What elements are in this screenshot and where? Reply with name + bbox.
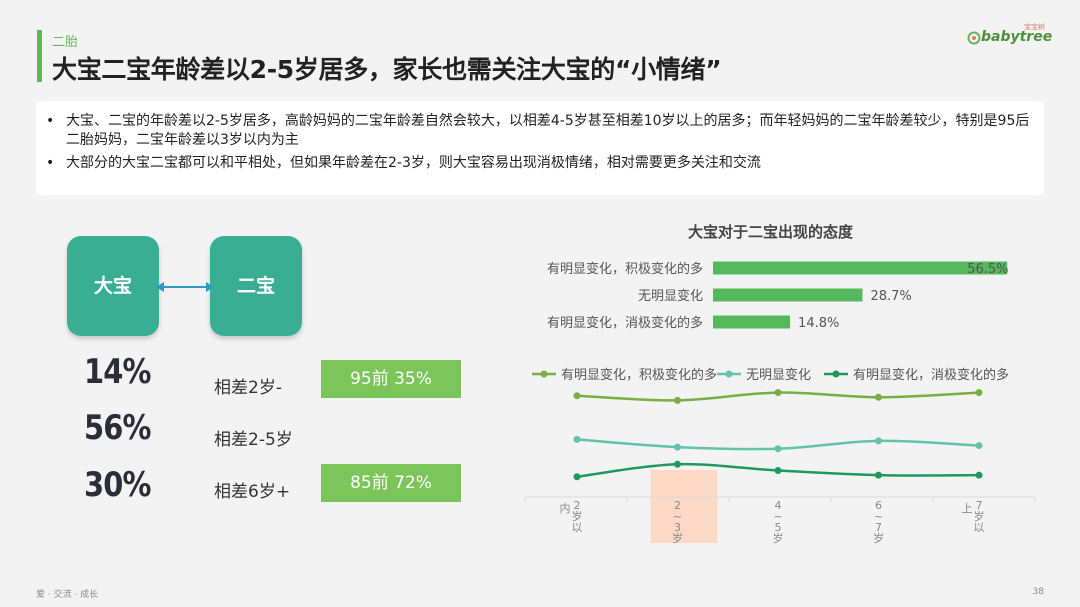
- logo-icon: [967, 31, 981, 45]
- x-tick-label: 2: [674, 499, 681, 512]
- x-tick-label: 以: [974, 521, 985, 534]
- x-tick-label: ~: [773, 510, 782, 523]
- legend-label: 无明显变化: [746, 367, 811, 383]
- summary-box: 大宝、二宝的年龄差以2-5岁居多，高龄妈妈的二宝年龄差自然会较大，以相差4-5岁…: [36, 101, 1044, 195]
- bar-value-label: 14.8%: [798, 316, 839, 331]
- section-label: 二胎: [52, 35, 79, 50]
- x-tick-label: ~: [673, 510, 682, 523]
- bar-category-label: 有明显变化，积极变化的多: [547, 261, 703, 277]
- data-point: [975, 471, 983, 479]
- legend-marker: [725, 370, 733, 378]
- legend-marker: [540, 370, 548, 378]
- percent-under-2: 14%: [84, 352, 151, 392]
- bullet-item: 大部分的大宝二宝都可以和平相处，但如果年龄差在2-3岁，则大宝容易出现消极情绪，…: [46, 154, 1044, 173]
- data-point: [875, 471, 882, 479]
- logo-text: babytree: [981, 29, 1053, 45]
- x-tick-label-side: 上: [962, 502, 973, 515]
- bar-category-label: 有明显变化，消极变化的多: [547, 315, 703, 331]
- data-point: [774, 445, 782, 453]
- gap-label-under-2: 相差2岁-: [214, 378, 282, 398]
- bar: [713, 315, 791, 329]
- bar-chart-title: 大宝对于二宝出现的态度: [688, 223, 854, 241]
- data-point: [975, 442, 983, 450]
- x-tick-label: ~: [874, 510, 883, 523]
- double-arrow-icon: [156, 282, 214, 292]
- logo-small-text: 宝宝树: [1024, 23, 1045, 31]
- x-tick-label: 岁: [672, 531, 683, 545]
- x-tick-label: 岁: [572, 509, 583, 523]
- percent-6-plus: 30%: [84, 465, 151, 505]
- x-tick-label: 6: [875, 499, 882, 512]
- data-point: [774, 389, 782, 397]
- data-point: [875, 437, 882, 445]
- x-tick-label: 岁: [974, 509, 985, 523]
- x-tick-label: 4: [775, 499, 782, 512]
- data-point: [573, 435, 581, 443]
- data-point: [975, 389, 983, 397]
- attitude-bar-chart: 有明显变化，积极变化的多 56.5% 无明显变化 28.7% 有明显变化，消极变化的多 1…: [547, 261, 1009, 331]
- x-tick-label: 7: [976, 499, 983, 512]
- bar: [713, 288, 863, 302]
- x-tick-label: 岁: [873, 531, 884, 545]
- x-tick-label: 5: [775, 521, 782, 534]
- footer-slogan: 爱 · 交流 · 成长: [36, 590, 99, 600]
- bubble-elder-child: 大宝: [67, 236, 159, 336]
- legend-label: 有明显变化，积极变化的多: [561, 367, 717, 383]
- data-point: [875, 393, 882, 401]
- percent-2-5: 56%: [84, 408, 151, 448]
- data-point: [774, 467, 782, 475]
- x-tick-label: 以: [572, 521, 583, 534]
- data-point: [674, 396, 681, 404]
- data-point: [674, 443, 681, 451]
- page-number: 38: [1032, 587, 1044, 597]
- gap-label-2-5: 相差2-5岁: [214, 430, 293, 450]
- bubble-younger-child: 二宝: [210, 236, 302, 336]
- legend-marker: [832, 370, 840, 378]
- title-accent-bar: [37, 30, 42, 82]
- bullet-item: 大宝、二宝的年龄差以2-5岁居多，高龄妈妈的二宝年龄差自然会较大，以相差4-5岁…: [46, 112, 1044, 150]
- data-point: [674, 460, 681, 468]
- bar-value-label: 28.7%: [870, 289, 911, 304]
- page-title: 大宝二宝年龄差以2-5岁居多，家长也需关注大宝的“小情绪”: [52, 55, 722, 84]
- x-tick-label: 3: [674, 521, 681, 534]
- x-tick-label: 岁: [773, 531, 784, 545]
- data-point: [573, 392, 581, 400]
- babytree-logo: babytree 宝宝树: [967, 23, 1052, 48]
- highlight-box-85: 85前 72%: [321, 464, 461, 502]
- legend-label: 有明显变化，消极变化的多: [853, 367, 1009, 383]
- highlight-column: [650, 470, 718, 543]
- x-tick-label-side: 内: [560, 501, 571, 515]
- data-point: [573, 473, 581, 481]
- bar-value-label: 56.5%: [967, 262, 1008, 277]
- x-tick-label: 2: [574, 499, 581, 512]
- highlight-box-95: 95前 35%: [321, 360, 461, 398]
- gap-label-6-plus: 相差6岁+: [214, 482, 291, 502]
- bar: [713, 261, 1008, 275]
- x-tick-label: 7: [875, 521, 882, 534]
- bar-category-label: 无明显变化: [638, 288, 703, 304]
